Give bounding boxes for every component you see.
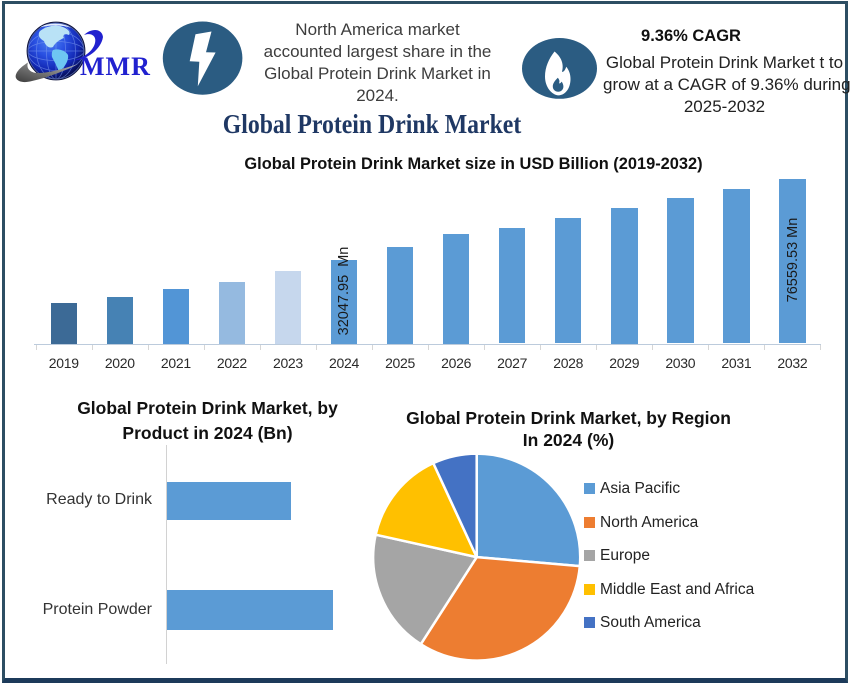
svg-text:MMR: MMR xyxy=(80,52,151,81)
